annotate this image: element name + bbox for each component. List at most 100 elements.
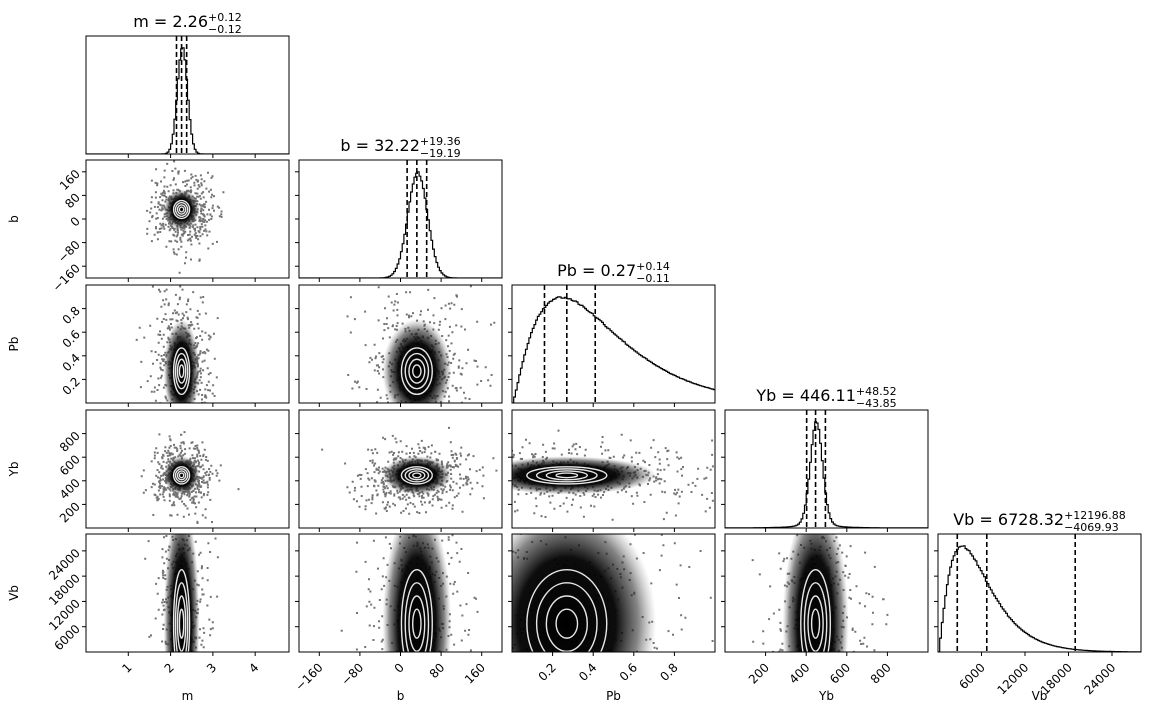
ytick-label: 600 xyxy=(57,452,83,478)
panel-Pb-Yb xyxy=(508,409,716,532)
panel-b-Yb xyxy=(295,409,503,532)
contour-1 xyxy=(176,358,187,384)
xtick-label: 200 xyxy=(746,660,772,686)
panel-frame xyxy=(511,533,716,653)
xtick-label: 3 xyxy=(204,660,219,675)
xtick-label: 800 xyxy=(868,660,894,686)
panel-area xyxy=(135,285,219,403)
xtick-label: 24000 xyxy=(1081,660,1118,697)
panel-area xyxy=(512,534,714,652)
panel-area xyxy=(340,534,479,652)
xlabel-m: m xyxy=(182,689,194,703)
hist-m xyxy=(86,47,289,154)
contour-3 xyxy=(400,347,433,396)
scatter-points xyxy=(144,535,219,652)
panel-frame xyxy=(724,533,929,653)
hist-Yb xyxy=(725,421,928,528)
contour-1 xyxy=(545,470,588,481)
ylabel-Pb: Pb xyxy=(7,337,21,352)
contour-1 xyxy=(408,470,426,481)
contour-3 xyxy=(800,568,832,652)
contour-2 xyxy=(404,582,430,652)
contour-3 xyxy=(526,466,608,485)
contour-0 xyxy=(412,472,422,479)
title-Pb: Pb = 0.27+0.14 −0.11 xyxy=(557,260,670,285)
density-fill xyxy=(382,534,452,652)
ytick-label: 0.8 xyxy=(60,304,83,327)
xtick-label: 400 xyxy=(786,660,812,686)
xtick-label: 0.6 xyxy=(617,660,640,683)
panel-m-Pb: 0.80.60.40.2 Pb xyxy=(7,284,290,407)
xlabel-Vb: Vb xyxy=(1032,689,1048,703)
title-Vb: Vb = 6728.32+12196.88 −4069.93 xyxy=(953,509,1126,534)
xtick-label: 0.2 xyxy=(536,660,559,683)
xtick-label: 12000 xyxy=(994,660,1031,697)
panel-area xyxy=(144,534,219,652)
ytick-label: −80 xyxy=(55,238,83,266)
hist-b xyxy=(299,171,502,278)
contour-3 xyxy=(172,568,191,652)
xtick-label: 0.8 xyxy=(657,660,680,683)
hist-Pb xyxy=(512,296,715,403)
panel-m-m: m = 2.26+0.12 −0.12 xyxy=(85,11,290,158)
ylabel-Yb: Yb xyxy=(7,462,21,478)
panel-frame xyxy=(85,409,290,529)
xlabel-Yb: Yb xyxy=(818,689,834,703)
contour-0 xyxy=(412,364,422,379)
ytick-label: 0.4 xyxy=(60,351,83,374)
contour-3 xyxy=(172,347,191,396)
ylabel-b: b xyxy=(7,215,21,223)
panel-frame xyxy=(298,159,503,279)
panel-frame xyxy=(85,533,290,653)
panel-area xyxy=(512,429,714,525)
panel-frame xyxy=(724,409,929,529)
density-fill xyxy=(163,189,200,230)
panel-area xyxy=(321,426,498,515)
ytick-label: −160 xyxy=(50,261,83,294)
contour-1 xyxy=(176,204,187,215)
panel-b-Vb: −160 −80 0 80 160 b xyxy=(292,533,503,703)
contour-2 xyxy=(803,582,828,652)
density-fill xyxy=(512,456,657,495)
contour-3 xyxy=(172,466,191,485)
ytick-label: 200 xyxy=(57,499,83,525)
panel-frame xyxy=(85,35,290,155)
panel-b-b: b = 32.22+19.36 −19.19 xyxy=(295,135,503,282)
panel-frame xyxy=(85,284,290,404)
contour-1 xyxy=(176,470,187,481)
contour-2 xyxy=(174,352,189,390)
xtick-label: 2 xyxy=(162,660,177,675)
contour-2 xyxy=(404,468,430,483)
xlabel-b: b xyxy=(397,689,405,703)
contour-0 xyxy=(178,608,185,639)
ytick-label: 400 xyxy=(57,476,83,502)
contour-3 xyxy=(172,199,191,220)
contour-2 xyxy=(535,468,598,483)
contour-1 xyxy=(408,595,426,652)
ytick-label: 0.6 xyxy=(60,327,83,350)
xtick-label: −160 xyxy=(292,660,325,693)
xtick-label: 6000 xyxy=(956,660,987,691)
xtick-label: −80 xyxy=(338,660,366,688)
panel-area xyxy=(751,534,889,652)
ytick-label: 0 xyxy=(68,214,83,229)
contour-0 xyxy=(810,608,821,639)
contour-1 xyxy=(176,595,187,652)
panel-frame xyxy=(937,533,1142,653)
contour-3 xyxy=(400,466,433,485)
ytick-label: 800 xyxy=(57,429,83,455)
density-fill xyxy=(163,456,200,495)
panel-area xyxy=(299,160,502,278)
xtick-label: 80 xyxy=(427,660,448,681)
xlabel-Pb: Pb xyxy=(606,689,621,703)
panel-area xyxy=(140,431,240,524)
density-fill xyxy=(782,534,849,652)
panel-Pb-Vb: 0.2 0.4 0.6 0.8 Pb xyxy=(508,533,716,703)
panel-frame xyxy=(511,284,716,404)
title-Yb: Yb = 446.11+48.52 −43.85 xyxy=(755,385,896,410)
